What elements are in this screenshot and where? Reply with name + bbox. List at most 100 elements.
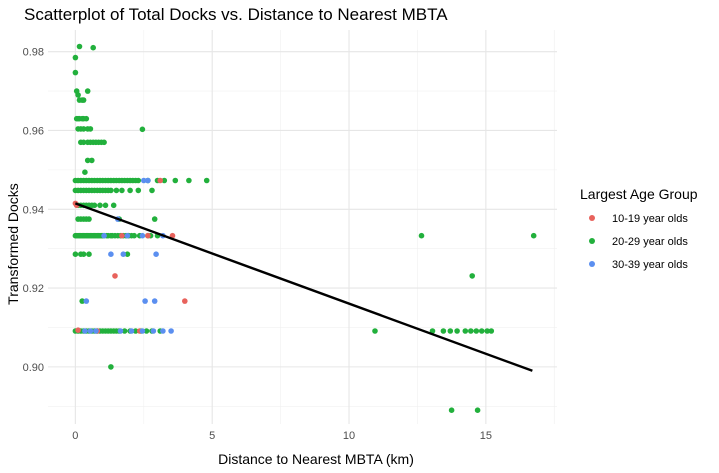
point-20-29	[87, 126, 94, 132]
point-20-29	[139, 126, 146, 133]
grid	[48, 30, 557, 424]
point-20-29	[80, 139, 87, 146]
point-30-39	[93, 328, 99, 334]
point-30-39	[142, 298, 148, 304]
point-30-39	[151, 298, 158, 304]
legend-key	[589, 238, 595, 244]
point-10-19	[75, 327, 81, 334]
y-axis-ticks: 0.90 0.92 0.94 0.96 0.98	[23, 47, 44, 374]
point-20-29	[429, 328, 436, 334]
point-20-29	[79, 298, 85, 304]
point-20-29	[151, 216, 158, 222]
point-30-39	[145, 177, 151, 184]
point-20-29	[488, 328, 495, 334]
legend-label: 30-39 year olds	[612, 259, 688, 271]
point-30-39	[139, 232, 146, 239]
point-30-39	[139, 328, 146, 334]
y-tick-label: 0.90	[23, 362, 44, 374]
point-20-29	[90, 44, 96, 51]
point-20-29	[454, 328, 460, 334]
y-tick-label: 0.92	[23, 283, 44, 295]
point-20-29	[102, 202, 109, 209]
legend-label: 10-19 year olds	[612, 213, 688, 225]
point-20-29	[469, 273, 476, 279]
point-20-29	[86, 216, 92, 222]
point-20-29	[97, 202, 103, 209]
y-axis-title: Transformed Docks	[5, 183, 21, 305]
point-20-29	[127, 187, 133, 194]
point-20-29	[72, 69, 79, 76]
x-tick-label: 15	[480, 430, 492, 442]
point-20-29	[149, 187, 155, 194]
point-20-29	[440, 328, 447, 334]
point-30-39	[101, 232, 107, 239]
point-20-29	[82, 169, 88, 175]
point-20-29	[135, 187, 142, 194]
point-20-29	[80, 97, 87, 103]
x-tick-label: 10	[343, 430, 355, 442]
point-30-39	[153, 251, 159, 257]
point-20-29	[132, 328, 139, 334]
point-20-29	[124, 251, 131, 257]
point-10-19	[169, 232, 176, 239]
x-tick-label: 0	[72, 430, 78, 442]
point-30-39	[117, 328, 124, 334]
point-20-29	[108, 187, 114, 194]
point-30-39	[168, 328, 174, 334]
point-20-29	[119, 187, 125, 194]
point-20-29	[478, 328, 485, 334]
data-points	[72, 43, 537, 414]
point-20-29	[75, 92, 81, 98]
legend-label: 20-29 year olds	[612, 236, 688, 248]
point-10-19	[182, 298, 188, 304]
point-10-19	[145, 232, 151, 239]
legend-entries: 10-19 year olds 20-29 year olds 30-39 year…	[589, 213, 688, 271]
point-20-29	[203, 177, 210, 184]
point-30-39	[160, 328, 166, 334]
point-20-29	[84, 88, 91, 94]
point-20-29	[372, 328, 378, 334]
point-20-29	[473, 328, 480, 334]
point-20-29	[186, 177, 192, 184]
point-10-19	[112, 273, 118, 279]
chart-title: Scatterplot of Total Docks vs. Distance …	[24, 5, 448, 24]
point-20-29	[101, 139, 107, 146]
point-20-29	[448, 407, 455, 414]
x-axis-ticks: 0 5 10 15	[72, 430, 492, 442]
legend-key	[589, 215, 595, 221]
point-20-29	[468, 328, 474, 334]
y-tick-label: 0.94	[23, 204, 44, 216]
point-20-29	[161, 177, 168, 184]
point-20-29	[113, 187, 120, 194]
point-30-39	[128, 328, 135, 334]
point-10-19	[157, 177, 163, 184]
point-20-29	[108, 364, 114, 370]
y-tick-label: 0.96	[23, 125, 44, 137]
point-20-29	[530, 232, 537, 239]
point-20-29	[80, 251, 87, 257]
point-20-29	[80, 126, 87, 132]
x-axis-title: Distance to Nearest MBTA (km)	[218, 451, 414, 467]
trend-line	[74, 202, 533, 372]
point-20-29	[76, 43, 83, 50]
point-20-29	[72, 54, 79, 61]
point-20-29	[84, 157, 91, 164]
point-20-29	[110, 202, 117, 209]
point-30-39	[124, 232, 131, 239]
point-20-29	[447, 328, 454, 334]
point-20-29	[484, 328, 491, 334]
point-30-39	[83, 298, 90, 304]
point-20-29	[462, 328, 469, 334]
x-tick-label: 5	[209, 430, 215, 442]
legend: Largest Age Group 10-19 year olds 20-29 y…	[580, 186, 698, 271]
point-20-29	[418, 232, 425, 239]
point-30-39	[87, 328, 94, 334]
legend-key	[589, 261, 595, 267]
point-30-39	[82, 328, 88, 334]
point-20-29	[72, 251, 79, 257]
y-tick-label: 0.98	[23, 47, 44, 59]
point-20-29	[89, 157, 95, 164]
point-30-39	[120, 251, 127, 257]
point-20-29	[135, 177, 142, 184]
